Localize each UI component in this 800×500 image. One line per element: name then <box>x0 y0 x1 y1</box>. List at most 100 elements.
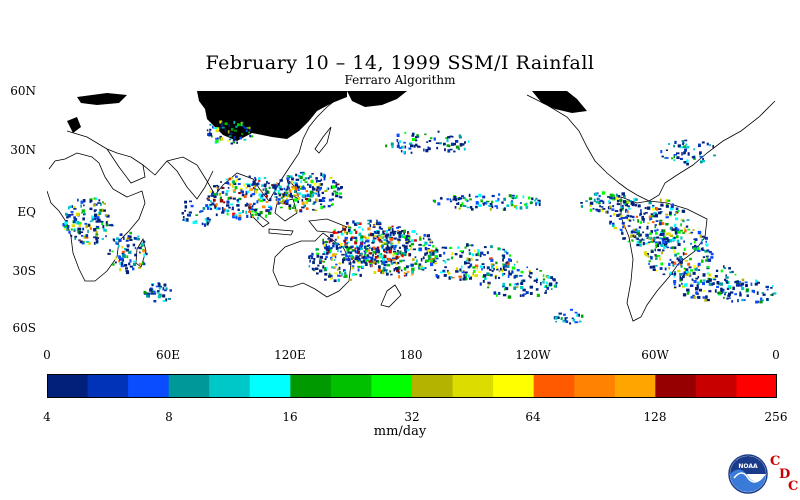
rain-cell <box>350 237 353 241</box>
rain-cell <box>619 208 622 212</box>
rain-cell <box>249 188 253 192</box>
rain-cell <box>301 201 305 205</box>
rain-cell <box>138 246 142 250</box>
rain-cell <box>286 177 290 180</box>
colorbar-label-8: 8 <box>165 410 173 424</box>
rain-cell <box>545 281 548 285</box>
rain-cell <box>64 221 68 225</box>
rain-cell <box>390 273 393 276</box>
rain-cell <box>667 199 671 202</box>
rain-cell <box>326 267 328 270</box>
rain-cell <box>231 208 234 211</box>
rain-cell <box>215 139 219 143</box>
rain-cell <box>682 293 687 297</box>
rain-cell <box>375 250 378 253</box>
rain-cell <box>605 210 608 214</box>
rain-cell <box>291 207 295 209</box>
rain-cell <box>684 229 687 233</box>
rain-cell <box>384 243 388 245</box>
rain-cell <box>676 252 680 255</box>
rain-cell <box>351 257 353 261</box>
rain-cell <box>331 198 334 201</box>
rain-cell <box>320 205 324 210</box>
rain-cell <box>613 213 616 216</box>
rain-cell <box>502 263 505 266</box>
rain-cell <box>299 171 303 174</box>
rain-cell <box>659 237 663 240</box>
rain-cell <box>626 218 630 221</box>
rain-cell <box>404 145 407 149</box>
rain-cell <box>475 253 479 257</box>
rain-cell <box>380 260 383 263</box>
rain-cell <box>182 216 185 219</box>
rain-cell <box>585 200 588 202</box>
rain-cell <box>245 210 247 214</box>
rain-cell <box>496 293 498 297</box>
rain-cell <box>628 219 632 222</box>
rain-cell <box>681 152 683 156</box>
rain-cell <box>529 272 533 275</box>
rain-cell <box>258 178 261 182</box>
rain-cell <box>704 250 706 253</box>
rain-cell <box>411 132 415 136</box>
rain-cell <box>74 235 77 238</box>
rain-cell <box>491 265 494 269</box>
rain-cell <box>681 285 685 288</box>
rain-cell <box>251 192 256 196</box>
rain-cell <box>128 250 132 254</box>
rain-cell <box>679 157 683 160</box>
rain-cell <box>651 208 655 211</box>
rain-cell <box>325 255 328 259</box>
rain-cell <box>692 229 695 231</box>
rain-cell <box>529 276 532 279</box>
rain-cell <box>482 202 486 205</box>
rain-cell <box>686 145 690 149</box>
rain-cell <box>673 271 676 274</box>
rain-cell <box>396 145 400 148</box>
rain-cell <box>416 134 419 137</box>
rain-cell <box>516 260 519 263</box>
rain-cell <box>280 196 283 199</box>
rain-cell <box>464 271 468 274</box>
rain-cell <box>683 267 686 270</box>
rain-cell <box>466 262 470 264</box>
rain-cell <box>515 195 518 199</box>
rain-cell <box>243 183 245 187</box>
rain-cell <box>471 208 474 211</box>
rain-cell <box>352 259 355 263</box>
rain-cell <box>366 236 370 240</box>
rain-cell <box>450 256 454 260</box>
rain-cell <box>646 206 651 210</box>
rain-cell <box>218 192 222 196</box>
rain-cell <box>278 193 282 197</box>
rain-cell <box>409 248 412 251</box>
rain-cell <box>527 196 531 200</box>
rain-cell <box>502 293 507 297</box>
rain-cell <box>376 235 379 238</box>
rain-cell <box>370 259 373 263</box>
rain-cell <box>535 288 539 291</box>
rain-cell <box>211 202 215 205</box>
rain-cell <box>526 266 528 269</box>
rain-cell <box>245 129 248 132</box>
rain-cell <box>345 258 348 261</box>
rain-cell <box>433 260 437 263</box>
rain-cell <box>458 275 462 278</box>
rain-cell <box>369 224 372 228</box>
rain-cell <box>525 205 529 209</box>
rain-cell <box>376 219 378 222</box>
rain-cell <box>226 200 230 204</box>
rain-cell <box>360 235 364 239</box>
rain-cell <box>435 257 439 260</box>
rain-cell <box>665 241 668 244</box>
rain-cell <box>94 203 98 206</box>
rain-cell <box>686 162 689 166</box>
rain-cell <box>217 137 219 140</box>
rain-cell <box>406 238 410 242</box>
rain-cell <box>347 251 351 254</box>
rain-cell <box>450 253 453 256</box>
rain-cell <box>652 268 656 271</box>
rain-cell <box>653 239 655 243</box>
rain-cell <box>708 250 712 254</box>
rain-cell <box>574 321 578 324</box>
